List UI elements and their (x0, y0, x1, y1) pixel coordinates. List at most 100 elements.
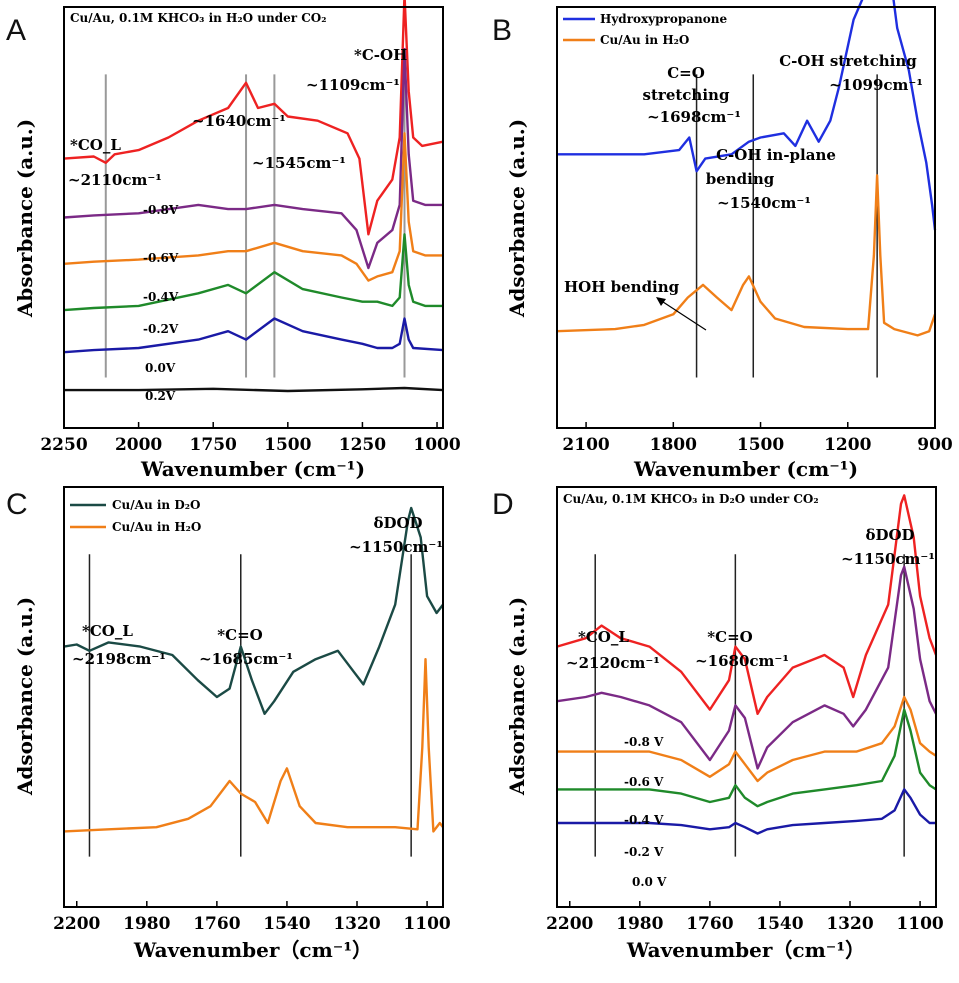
panel-d-label-m02: -0.2 V (624, 845, 664, 859)
series-line-3 (557, 708, 937, 808)
panel-a-title: Cu/Au, 0.1M KHCO₃ in H₂O under CO₂ (70, 11, 327, 25)
xtick-label-0: 2200 (53, 914, 100, 934)
series-line-1 (556, 174, 937, 337)
panel-c-letter: C (6, 488, 28, 521)
xtick-label-1: 1800 (650, 435, 697, 455)
xtick-label-4: 900 (917, 435, 953, 455)
panel-d-label-m08: -0.8 V (624, 735, 664, 749)
panel-d-xticks: 2200 1980 1760 1540 1320 1100 (546, 901, 944, 934)
panel-b-legend-1: Cu/Au in H₂O (600, 33, 689, 47)
xtick-label-5: 1100 (403, 914, 450, 934)
panel-a-label-m06: -0.6V (143, 251, 179, 265)
xtick-label-2: 1760 (686, 914, 733, 934)
panel-d-letter: D (492, 488, 514, 521)
panel-a-xticks: 2250 2000 1750 1500 1250 1000 (40, 422, 461, 455)
panel-d-anno-1680: ~1680cm⁻¹ (695, 652, 789, 670)
panel-b-anno-stretching: stretching (643, 86, 730, 104)
panel-d-label-m06: -0.6 V (624, 775, 664, 789)
panel-a-label-m04: -0.4V (143, 290, 179, 304)
series-line-2 (557, 695, 937, 783)
panel-d: D Cu/Au, 0.1M KHCO₃ in D₂O under CO₂ Wav… (492, 486, 944, 962)
panel-d-anno-2120: ~2120cm⁻¹ (566, 654, 660, 672)
panel-b-letter: B (492, 14, 512, 47)
panel-a-letter: A (6, 14, 26, 47)
panel-b-anno-1698: ~1698cm⁻¹ (647, 108, 741, 126)
series-line-1 (63, 658, 444, 833)
panel-c-anno-2198: ~2198cm⁻¹ (72, 650, 166, 668)
panel-b-anno-1540: ~1540cm⁻¹ (717, 194, 811, 212)
panel-c-legend-1: Cu/Au in H₂O (112, 520, 201, 534)
panel-d-ylabel: Adsorbance (a.u.) (505, 597, 529, 796)
xtick-label-1: 1980 (123, 914, 170, 934)
series-line-3 (63, 233, 443, 312)
panel-a-anno-2110: ~2110cm⁻¹ (68, 171, 162, 189)
panel-a-label-m08: -0.8V (143, 203, 179, 217)
panel-d-plot (556, 494, 938, 857)
panel-b-legend-0: Hydroxypropanone (600, 12, 727, 26)
panel-c-anno-dod: δDOD (373, 514, 422, 532)
panel-d-anno-dod: δDOD (865, 526, 914, 544)
xtick-label-1: 2000 (115, 435, 162, 455)
panel-a-anno-1109: ~1109cm⁻¹ (306, 76, 400, 94)
panel-a-anno-col: *CO_L (70, 136, 121, 154)
series-line-5 (64, 386, 444, 393)
panel-b-anno-cohs: C-OH stretching (779, 52, 917, 70)
series-line-4 (63, 317, 444, 354)
xtick-label-0: 2200 (546, 914, 593, 934)
panel-a-xlabel: Wavenumber (cm⁻¹) (140, 457, 365, 481)
xtick-label-2: 1500 (737, 435, 784, 455)
series-line-1 (63, 47, 443, 270)
panel-c-anno-1150: ~1150cm⁻¹ (349, 538, 443, 556)
series-line-4 (557, 788, 936, 835)
panel-c-anno-co: *C=O (217, 626, 262, 644)
panel-b-xticks: 2100 1800 1500 1200 900 (562, 422, 953, 455)
panel-d-anno-co: *C=O (707, 628, 752, 646)
panel-b-anno-1099: ~1099cm⁻¹ (829, 76, 923, 94)
panel-a-plot (63, 0, 444, 393)
panel-c-legend-0: Cu/Au in D₂O (112, 498, 200, 512)
xtick-label-3: 1540 (263, 914, 310, 934)
panel-c-anno-col: *CO_L (82, 622, 133, 640)
xtick-label-5: 1100 (896, 914, 943, 934)
xtick-label-2: 1760 (193, 914, 240, 934)
panel-a-frame (63, 6, 444, 429)
xtick-label-4: 1320 (826, 914, 873, 934)
panel-b-ylabel: Adsorbance (a.u.) (505, 119, 529, 318)
panel-c-ylabel: Adsorbance (a.u.) (13, 597, 37, 796)
panel-d-xlabel: Wavenumber（cm⁻¹） (626, 938, 865, 962)
panel-d-frame (556, 486, 937, 908)
panel-b-hoh-arrow-head (656, 297, 666, 306)
xtick-label-3: 1540 (756, 914, 803, 934)
panel-c-xlabel: Wavenumber（cm⁻¹） (133, 938, 372, 962)
xtick-label-4: 1320 (333, 914, 380, 934)
panel-b-frame (556, 6, 936, 429)
panel-c-frame (63, 486, 444, 908)
xtick-label-4: 1250 (339, 435, 386, 455)
panel-d-anno-col: *CO_L (578, 628, 629, 646)
panel-b: B Hydroxypropanone Cu/Au in H₂O Wavenumb… (492, 0, 953, 481)
panel-b-xlabel: Wavenumber (cm⁻¹) (633, 457, 858, 481)
panel-d-title: Cu/Au, 0.1M KHCO₃ in D₂O under CO₂ (563, 492, 819, 506)
xtick-label-5: 1000 (413, 435, 460, 455)
panel-b-anno-cohip: C-OH in-plane (716, 146, 836, 164)
panel-b-anno-bending: bending (706, 170, 775, 188)
xtick-label-0: 2100 (562, 435, 609, 455)
xtick-label-0: 2250 (40, 435, 87, 455)
panel-a-label-m02: -0.2V (143, 322, 179, 336)
series-line-0 (556, 494, 938, 715)
panel-c: C Cu/Au in D₂O Cu/Au in H₂O Wavenumber（c… (6, 486, 451, 962)
xtick-label-2: 1750 (190, 435, 237, 455)
panel-d-anno-1150: ~1150cm⁻¹ (841, 550, 935, 568)
series-line-2 (63, 132, 443, 282)
panel-c-plot (63, 506, 444, 857)
panel-c-xticks: 2200 1980 1760 1540 1320 1100 (53, 901, 451, 934)
series-line-1 (556, 565, 938, 770)
panel-a-anno-coh: *C-OH (354, 46, 407, 64)
panel-a-anno-1640: ~1640cm⁻¹ (192, 112, 286, 130)
xtick-label-3: 1500 (264, 435, 311, 455)
xtick-label-3: 1200 (824, 435, 871, 455)
series-line-0 (63, 0, 444, 236)
xtick-label-1: 1980 (616, 914, 663, 934)
series-line-0 (63, 506, 444, 715)
panel-a-ylabel: Absorbance (a.u.) (13, 119, 37, 318)
